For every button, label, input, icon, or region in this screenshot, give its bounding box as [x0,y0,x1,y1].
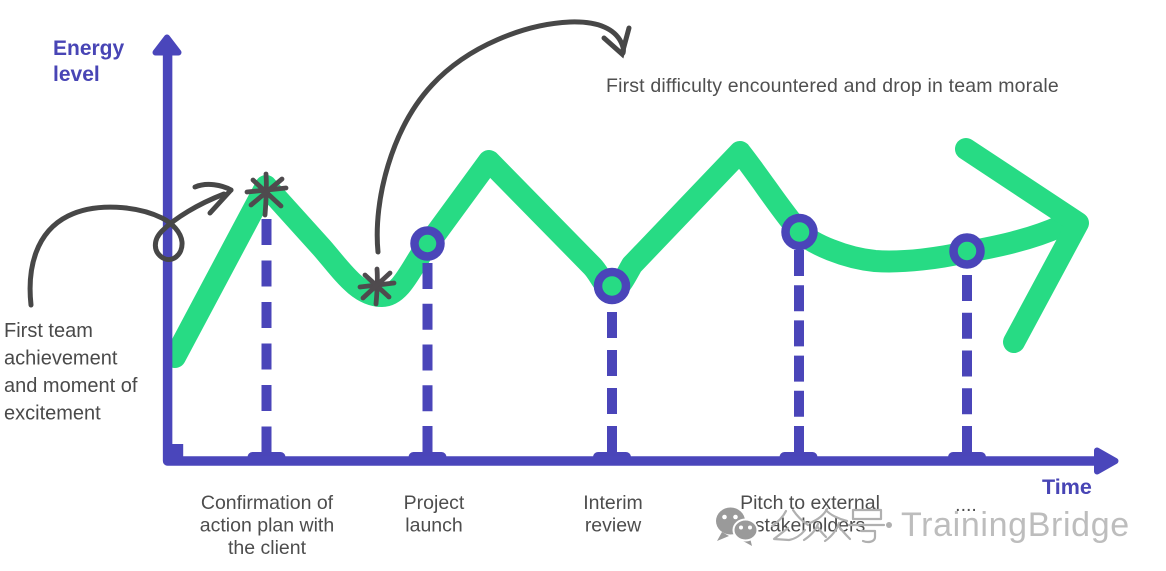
svg-text:Confirmation of: Confirmation of [201,492,334,514]
svg-text:TrainingBridge: TrainingBridge [901,506,1130,544]
svg-text:First team: First team [4,320,93,342]
svg-text:achievement: achievement [4,348,118,370]
svg-text:the client: the client [228,537,307,559]
svg-text:level: level [53,63,100,86]
svg-text:Interim: Interim [583,492,643,514]
svg-text:Energy: Energy [53,37,125,60]
svg-text:Time: Time [1042,475,1092,499]
svg-text:review: review [585,515,642,537]
svg-text:Pitch to external: Pitch to external [740,492,880,514]
svg-text:First difficulty encountered a: First difficulty encountered and drop in… [606,75,1059,97]
svg-text:launch: launch [405,515,462,537]
svg-text:excitement: excitement [4,403,101,425]
svg-text:....: .... [955,494,977,516]
svg-text:action plan with: action plan with [200,515,334,537]
svg-text:and moment of: and moment of [4,375,138,397]
svg-text:Project: Project [404,492,465,514]
